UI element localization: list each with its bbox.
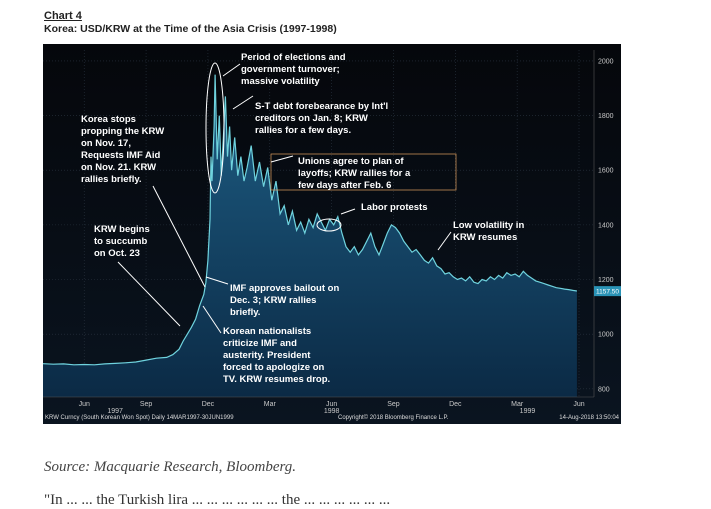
y-tick-label: 1000 xyxy=(598,332,614,339)
annotation-nationalists: Korean nationalists criticize IMF and au… xyxy=(223,326,330,385)
footer-left: KRW Curncy (South Korean Won Spot) Daily… xyxy=(45,415,234,421)
annotation-elections: Period of elections and government turno… xyxy=(241,52,348,87)
arrow-unions xyxy=(270,155,294,163)
volatility-ellipse xyxy=(205,62,225,194)
arrow-debt xyxy=(232,95,254,110)
arrow-labor xyxy=(340,208,356,215)
trailing-paragraph: "In ... ... the Turkish lira ... ... ...… xyxy=(44,492,391,508)
footer-center: Copyright© 2018 Bloomberg Finance L.P. xyxy=(338,414,449,421)
usd-krw-chart: 800 1000 1200 1400 1600 1800 2000 Jun Sep Dec Mar… xyxy=(43,44,621,424)
arrow-oct23 xyxy=(117,261,181,327)
y-tick-label: 1600 xyxy=(598,168,614,175)
arrow-nov17 xyxy=(152,185,206,288)
x-tick-label: Mar xyxy=(511,401,524,408)
labor-protest-ellipse xyxy=(316,218,342,232)
x-tick-label: Dec xyxy=(202,401,215,408)
unions-box xyxy=(270,153,457,191)
footer-right: 14-Aug-2018 13:50:04 xyxy=(559,415,619,421)
chart-title: Korea: USD/KRW at the Time of the Asia C… xyxy=(44,23,337,35)
x-tick-label: Jun xyxy=(573,401,584,408)
x-tick-label: Mar xyxy=(264,401,277,408)
x-axis-ticks: Jun Sep Dec Mar Jun Sep Dec Mar Jun 1997 1998 1999 xyxy=(79,401,585,415)
arrow-nationalists xyxy=(202,305,222,334)
y-tick-label: 1400 xyxy=(598,222,614,229)
x-tick-label: Sep xyxy=(387,401,400,408)
year-label: 1998 xyxy=(324,408,340,415)
x-tick-label: Jun xyxy=(326,401,337,408)
series-area xyxy=(43,74,577,397)
last-value-label: 1157.50 xyxy=(596,289,619,296)
annotation-nov17: Korea stops propping the KRW on Nov. 17,… xyxy=(81,114,167,185)
arrow-dec3 xyxy=(205,276,229,285)
x-tick-label: Sep xyxy=(140,401,153,408)
annotation-labor: Labor protests xyxy=(361,202,428,213)
annotation-debt: S-T debt forebearance by Int'l creditors… xyxy=(255,101,391,136)
y-tick-label: 800 xyxy=(598,386,610,393)
y-tick-label: 1200 xyxy=(598,277,614,284)
x-tick-label: Dec xyxy=(449,401,462,408)
annotation-marks xyxy=(117,62,457,334)
y-tick-label: 1800 xyxy=(598,113,614,120)
annotation-dec3: IMF approves bailout on Dec. 3; KRW rall… xyxy=(230,283,342,318)
y-axis-ticks: 800 1000 1200 1400 1600 1800 2000 xyxy=(598,58,614,393)
chart-number: Chart 4 xyxy=(44,10,82,22)
year-label: 1997 xyxy=(107,408,123,415)
y-tick-label: 2000 xyxy=(598,58,614,65)
last-value-tag: 1157.50 xyxy=(594,286,621,297)
annotation-oct23: KRW begins to succumb on Oct. 23 xyxy=(94,224,152,259)
last-value-box xyxy=(594,286,621,297)
year-label: 1999 xyxy=(520,408,536,415)
annotation-low-volatility: Low volatility in KRW resumes xyxy=(453,220,527,243)
arrow-low-vol xyxy=(437,231,452,251)
x-tick-label: Jun xyxy=(79,401,90,408)
annotation-unions: Unions agree to plan of layoffs; KRW ral… xyxy=(298,156,413,191)
source-note: Source: Macquarie Research, Bloomberg. xyxy=(44,459,297,475)
arrow-elections xyxy=(222,63,241,77)
